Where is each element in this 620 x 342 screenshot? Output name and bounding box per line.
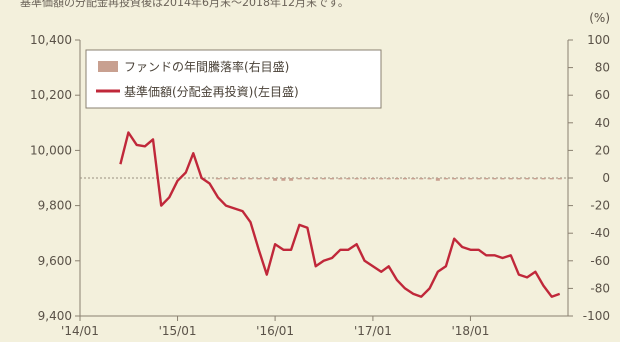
axis-ticks: 10,400 10,200 10,000 9,800 9,600 9,400 100 80 60… [30, 33, 610, 338]
annual-return-series [215, 178, 562, 181]
x-tick-label: '17/01 [354, 324, 392, 338]
return-bar [386, 178, 391, 180]
return-bar [484, 178, 489, 180]
return-bar [273, 178, 278, 181]
right-tick-label: -40 [590, 226, 610, 240]
right-tick-label: 40 [595, 116, 610, 130]
return-bar [500, 178, 505, 180]
return-bar [460, 178, 465, 180]
return-bar [379, 178, 384, 180]
left-tick-label: 10,400 [30, 33, 72, 47]
return-bar [541, 178, 546, 180]
right-tick-label: -20 [590, 199, 610, 213]
return-bar [402, 178, 407, 180]
return-bar [435, 178, 440, 181]
return-bar [223, 178, 228, 180]
left-tick-label: 10,200 [30, 88, 72, 102]
return-bar [248, 178, 253, 180]
return-bar [215, 178, 220, 180]
right-tick-label: 80 [595, 61, 610, 75]
x-tick-label: '15/01 [159, 324, 197, 338]
x-tick-label: '14/01 [61, 324, 99, 338]
return-bar [476, 178, 481, 180]
return-bar [232, 178, 237, 180]
return-bar [492, 178, 497, 180]
return-bar [427, 178, 432, 180]
return-bar [289, 178, 294, 181]
return-bar [362, 178, 367, 180]
return-bar [419, 178, 424, 180]
return-bar [468, 178, 473, 180]
left-tick-label: 9,800 [38, 199, 72, 213]
return-bar [264, 178, 269, 180]
right-tick-label: -80 [590, 281, 610, 295]
return-bar [338, 178, 343, 180]
legend-swatch-annual-return [98, 61, 118, 72]
left-tick-label: 9,400 [38, 309, 72, 323]
return-bar [394, 178, 399, 180]
return-bar [256, 178, 261, 180]
return-bar [346, 178, 351, 180]
return-bar [321, 178, 326, 180]
return-bar [297, 178, 302, 180]
return-bar [508, 178, 513, 180]
return-bar [411, 178, 416, 180]
return-bar [516, 178, 521, 180]
return-bar [370, 178, 375, 180]
right-tick-label: 0 [602, 171, 610, 185]
legend: ファンドの年間騰落率(右目盛) 基準価額(分配金再投資)(左目盛) [85, 49, 382, 109]
nav-line [119, 131, 561, 298]
return-bar [330, 178, 335, 180]
return-bar [305, 178, 310, 180]
return-bar [525, 178, 530, 180]
nav-series [119, 131, 561, 298]
return-bar [452, 178, 457, 180]
return-bar [533, 178, 538, 180]
return-bar [549, 178, 554, 180]
right-tick-label: -60 [590, 254, 610, 268]
right-tick-label: 60 [595, 88, 610, 102]
top-note: 基準価額の分配金再投資後は2014年6月末〜2018年12月末です。 [20, 0, 349, 9]
return-bar [354, 178, 359, 180]
return-bar [240, 178, 245, 180]
legend-label-nav: 基準価額(分配金再投資)(左目盛) [124, 84, 299, 99]
x-tick-label: '18/01 [452, 324, 490, 338]
x-tick-label: '16/01 [256, 324, 294, 338]
left-tick-label: 9,600 [38, 254, 72, 268]
right-axis-unit: (%) [589, 11, 610, 25]
return-bar [313, 178, 318, 180]
legend-label-annual-return: ファンドの年間騰落率(右目盛) [124, 59, 289, 74]
right-tick-label: -100 [583, 309, 610, 323]
right-tick-label: 20 [595, 143, 610, 157]
return-bar [443, 178, 448, 180]
legend-box [85, 49, 382, 109]
left-tick-label: 10,000 [30, 143, 72, 157]
return-bar [281, 178, 286, 181]
right-tick-label: 100 [587, 33, 610, 47]
return-bar [557, 178, 562, 180]
